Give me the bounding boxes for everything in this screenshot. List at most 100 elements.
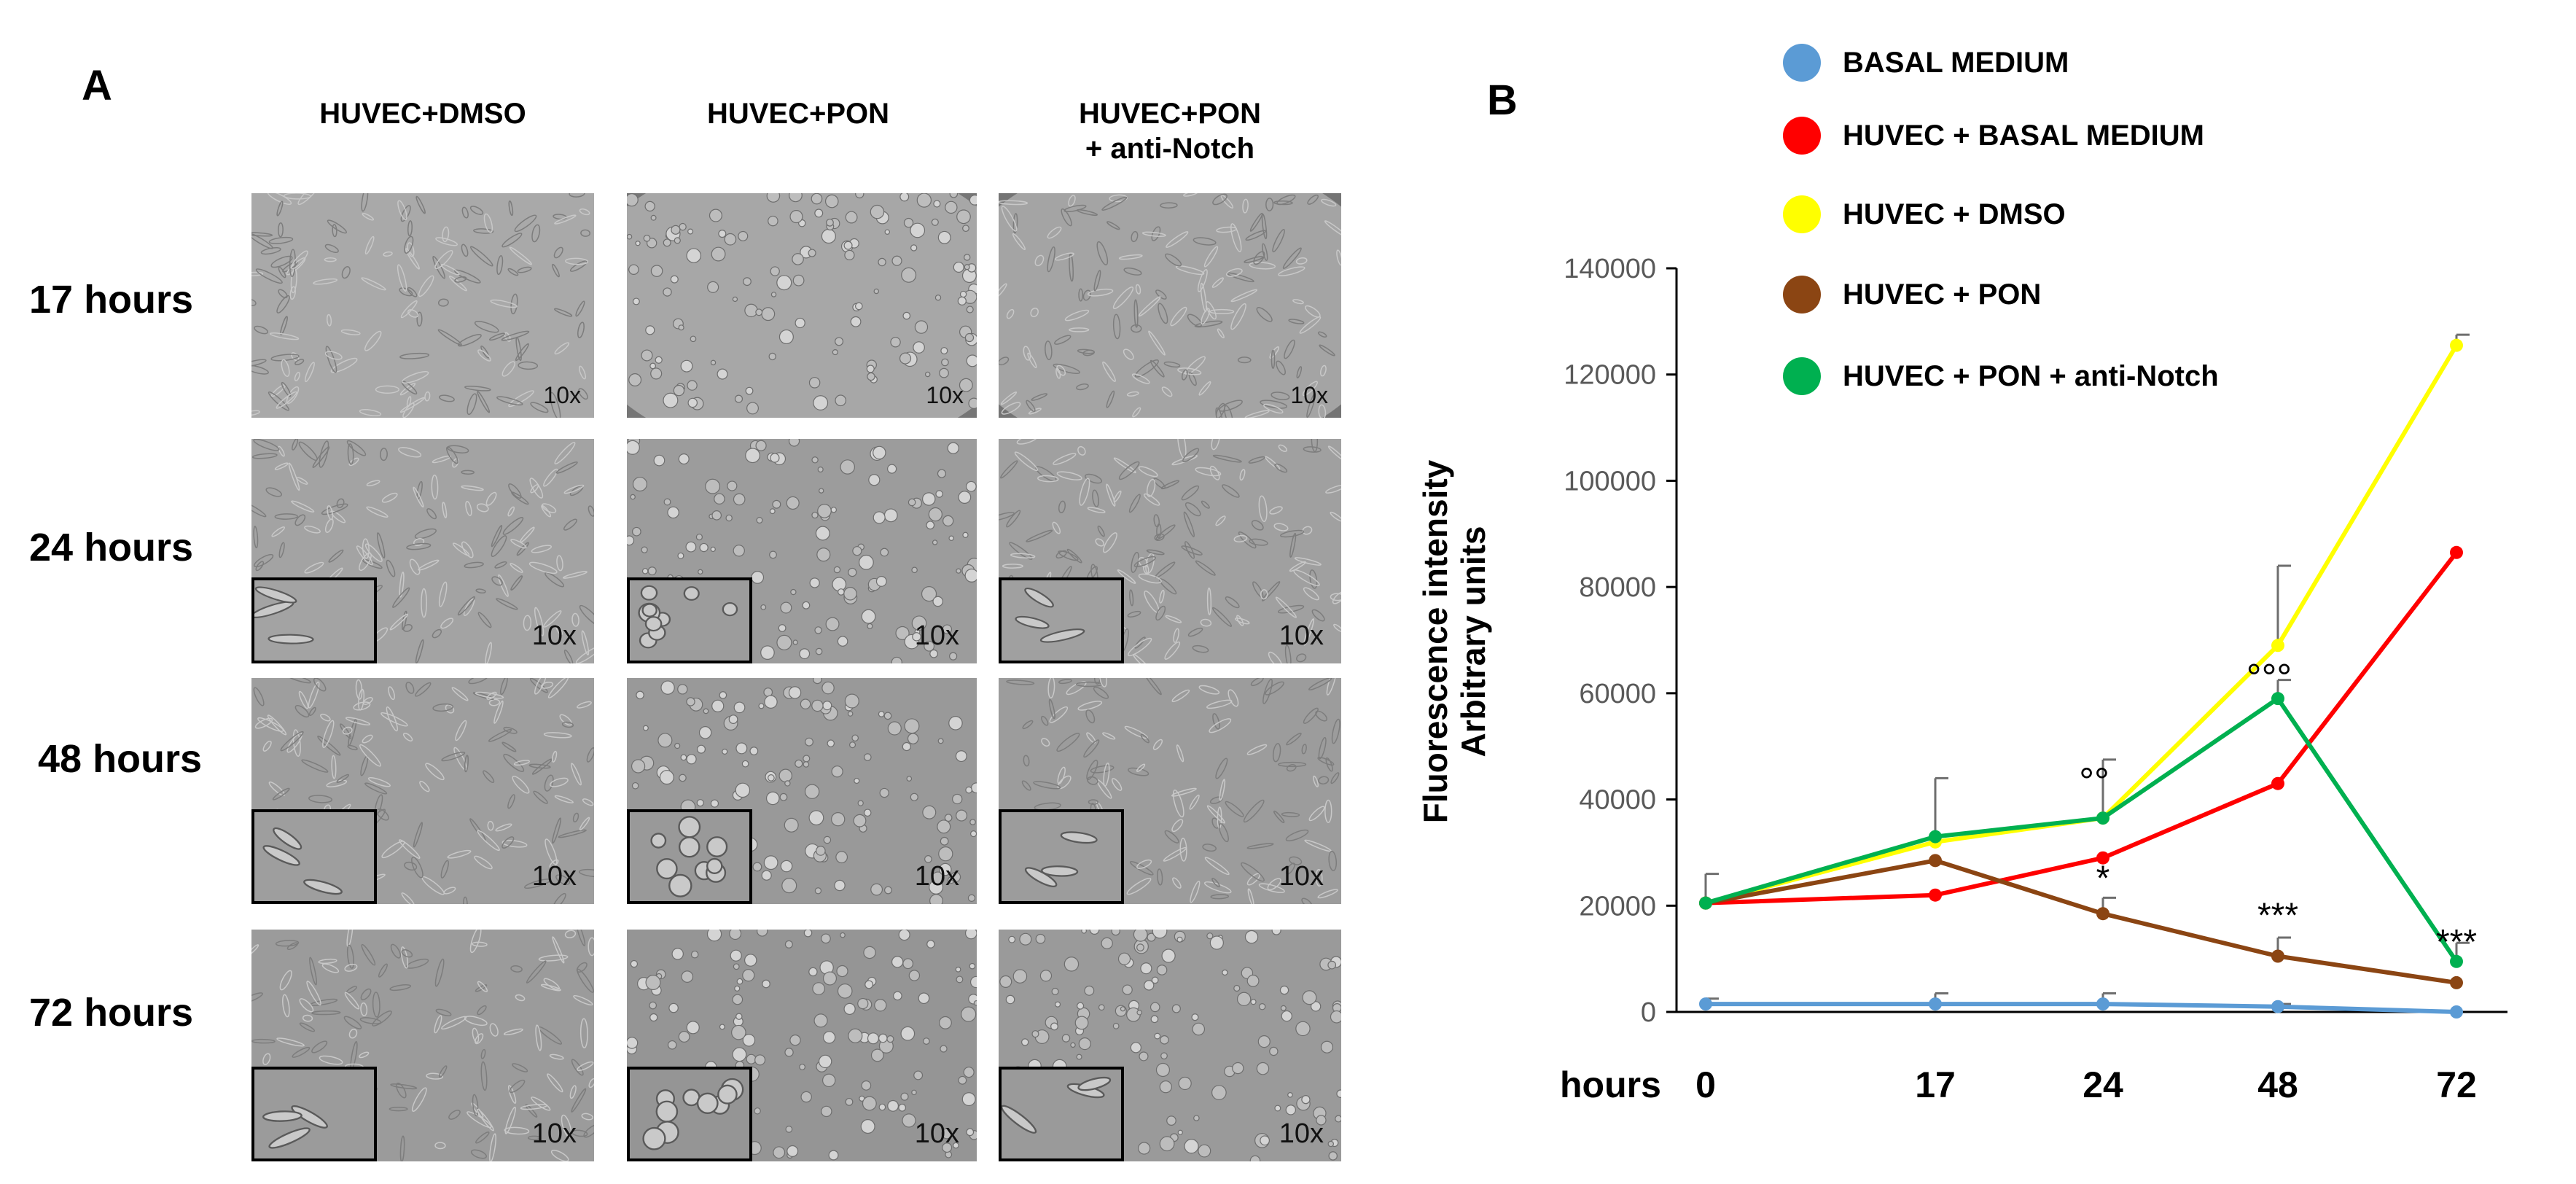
magnification-label: 10x bbox=[1290, 382, 1328, 408]
data-point bbox=[1929, 854, 1942, 868]
series-line bbox=[1705, 550, 2459, 905]
micrograph: 10x bbox=[999, 439, 1341, 663]
magnification-label: 10x bbox=[914, 620, 959, 651]
magnification-label: 10x bbox=[1279, 620, 1324, 651]
data-point bbox=[1929, 830, 1942, 844]
y-tick-label: 40000 bbox=[1579, 785, 1656, 816]
data-point bbox=[1699, 997, 1712, 1011]
data-point bbox=[2271, 776, 2284, 790]
y-tick-label: 140000 bbox=[1564, 254, 1656, 284]
x-tick-label: 48 bbox=[2257, 1064, 2298, 1105]
x-axis-title: hours bbox=[1560, 1064, 1661, 1105]
micrograph: 10x bbox=[627, 193, 977, 418]
legend-marker bbox=[1783, 44, 1821, 82]
data-point bbox=[2096, 907, 2109, 921]
panel-b-label: B bbox=[1487, 77, 1518, 124]
data-point bbox=[2450, 545, 2463, 559]
magnification-label: 10x bbox=[531, 1118, 577, 1149]
data-point bbox=[1929, 888, 1942, 902]
data-point bbox=[2271, 692, 2284, 706]
legend-marker bbox=[1783, 357, 1821, 395]
micrograph: 10x bbox=[627, 930, 977, 1161]
data-point bbox=[2096, 851, 2109, 865]
magnified-inset bbox=[251, 577, 377, 663]
data-point bbox=[2450, 975, 2463, 989]
y-tick-label: 80000 bbox=[1579, 572, 1656, 603]
magnified-inset bbox=[627, 1067, 752, 1161]
magnification-label: 10x bbox=[1279, 1118, 1324, 1149]
x-tick-label: 24 bbox=[2083, 1064, 2123, 1105]
micrograph: 10x bbox=[999, 930, 1341, 1161]
y-tick-label: 60000 bbox=[1579, 679, 1656, 709]
micrograph: 10x bbox=[627, 439, 977, 663]
legend-label: HUVEC + DMSO bbox=[1843, 198, 2066, 230]
magnified-inset bbox=[627, 577, 752, 663]
legend-item: BASAL MEDIUM bbox=[1783, 44, 2069, 82]
y-tick-label: 100000 bbox=[1564, 466, 1656, 496]
legend-label: HUVEC + PON + anti-Notch bbox=[1843, 359, 2219, 392]
row-header: 17 hours bbox=[29, 278, 194, 322]
series-line bbox=[1705, 696, 2459, 963]
x-tick-label: 72 bbox=[2436, 1064, 2477, 1105]
legend-item: HUVEC + PON + anti-Notch bbox=[1783, 357, 2219, 395]
data-point bbox=[2271, 639, 2284, 653]
magnification-label: 10x bbox=[926, 382, 964, 408]
row-header: 24 hours bbox=[29, 526, 194, 569]
legend-marker bbox=[1783, 276, 1821, 313]
column-header: HUVEC+PON bbox=[706, 98, 890, 130]
data-point bbox=[2450, 1005, 2463, 1019]
data-point bbox=[2096, 811, 2109, 825]
y-axis-title: Fluorescence intensityArbitrary units bbox=[1416, 459, 1492, 823]
column-header: HUVEC+PON + anti-Notch bbox=[1078, 98, 1262, 165]
magnification-label: 10x bbox=[914, 861, 959, 892]
micrograph: 10x bbox=[999, 193, 1341, 418]
legend-label: BASAL MEDIUM bbox=[1843, 46, 2069, 79]
y-tick-label: 20000 bbox=[1579, 891, 1656, 922]
micrograph: 10x bbox=[251, 930, 594, 1161]
micrograph: 10x bbox=[999, 678, 1341, 904]
data-point bbox=[2450, 954, 2463, 968]
legend-item: HUVEC + PON bbox=[1783, 276, 2041, 313]
series-line bbox=[1705, 858, 2457, 985]
data-point bbox=[2450, 338, 2463, 352]
panel-a-label: A bbox=[82, 62, 112, 109]
magnified-inset bbox=[999, 1067, 1124, 1161]
magnified-inset bbox=[251, 809, 377, 904]
magnification-label: 10x bbox=[531, 620, 577, 651]
micrograph: 10x bbox=[251, 193, 594, 418]
y-tick-label: 0 bbox=[1641, 997, 1656, 1028]
legend-item: HUVEC + DMSO bbox=[1783, 195, 2066, 233]
significance-marker: *** bbox=[2257, 896, 2298, 935]
data-point bbox=[1929, 997, 1942, 1011]
legend-label: HUVEC + PON bbox=[1843, 278, 2042, 311]
magnified-inset bbox=[627, 809, 752, 904]
micrograph: 10x bbox=[251, 439, 594, 663]
row-header: 48 hours bbox=[38, 737, 203, 781]
magnified-inset bbox=[999, 809, 1124, 904]
legend-label: HUVEC + BASAL MEDIUM bbox=[1843, 119, 2204, 152]
x-tick-label: 0 bbox=[1695, 1064, 1716, 1105]
data-point bbox=[2096, 997, 2109, 1011]
significance-marker: *** bbox=[2436, 923, 2477, 962]
legend-marker bbox=[1783, 117, 1821, 155]
data-point bbox=[2271, 949, 2284, 963]
row-header: 72 hours bbox=[29, 991, 194, 1035]
x-tick-label: 17 bbox=[1915, 1064, 1956, 1105]
series-line bbox=[1706, 1002, 2457, 1014]
significance-marker: * bbox=[2096, 859, 2110, 897]
magnification-label: 10x bbox=[914, 1118, 959, 1149]
significance-marker: °° bbox=[2079, 760, 2109, 803]
magnified-inset bbox=[999, 577, 1124, 663]
legend-marker bbox=[1783, 195, 1821, 233]
data-point bbox=[1699, 896, 1712, 910]
data-point bbox=[2271, 1000, 2284, 1013]
significance-marker: °°° bbox=[2247, 657, 2292, 699]
magnification-label: 10x bbox=[543, 382, 581, 408]
y-tick-label: 120000 bbox=[1564, 360, 1656, 391]
legend-item: HUVEC + BASAL MEDIUM bbox=[1783, 117, 2204, 155]
magnified-inset bbox=[251, 1067, 377, 1161]
magnification-label: 10x bbox=[1279, 861, 1324, 892]
micrograph: 10x bbox=[251, 678, 594, 904]
magnification-label: 10x bbox=[531, 861, 577, 892]
